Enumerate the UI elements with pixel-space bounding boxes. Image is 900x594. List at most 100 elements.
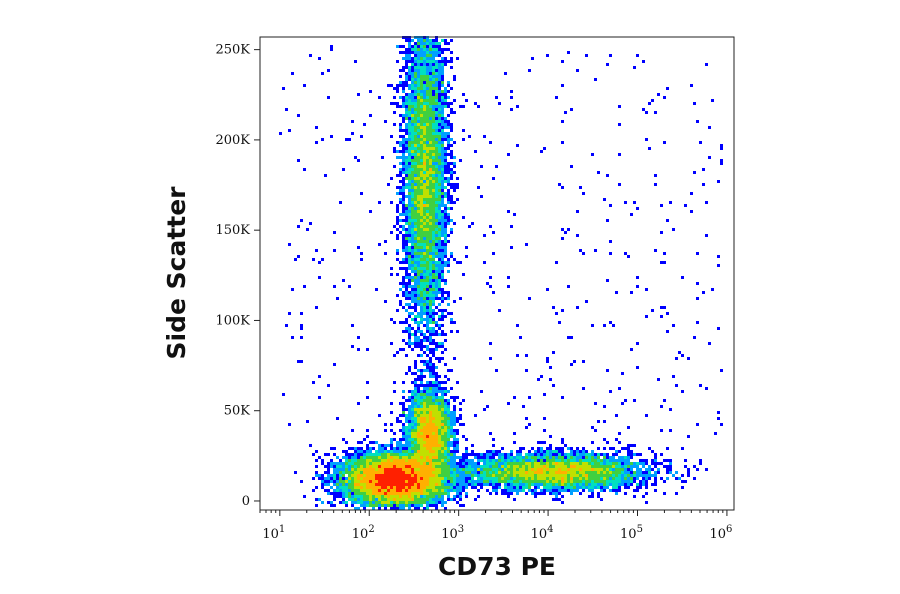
- event-dot: [432, 246, 435, 249]
- event-dot: [414, 474, 417, 477]
- event-dot: [330, 48, 333, 51]
- event-dot: [480, 465, 483, 468]
- event-dot: [420, 306, 423, 309]
- event-dot: [435, 426, 438, 429]
- event-dot: [444, 228, 447, 231]
- event-dot: [447, 483, 450, 486]
- event-dot: [570, 459, 573, 462]
- event-dot: [408, 204, 411, 207]
- event-dot: [324, 471, 327, 474]
- event-dot: [546, 471, 549, 474]
- event-dot: [348, 471, 351, 474]
- event-dot: [414, 201, 417, 204]
- event-dot: [444, 501, 447, 504]
- event-dot: [549, 468, 552, 471]
- event-dot: [369, 474, 372, 477]
- event-dot: [402, 183, 405, 186]
- event-dot: [399, 174, 402, 177]
- event-dot: [486, 405, 489, 408]
- event-dot: [606, 459, 609, 462]
- event-dot: [399, 300, 402, 303]
- event-dot: [666, 447, 669, 450]
- event-dot: [429, 48, 432, 51]
- event-dot: [633, 474, 636, 477]
- event-dot: [321, 477, 324, 480]
- event-dot: [423, 390, 426, 393]
- event-dot: [417, 93, 420, 96]
- event-dot: [399, 486, 402, 489]
- event-dot: [432, 129, 435, 132]
- event-dot: [513, 486, 516, 489]
- event-dot: [636, 366, 639, 369]
- event-dot: [450, 489, 453, 492]
- event-dot: [567, 51, 570, 54]
- event-dot: [603, 480, 606, 483]
- event-dot: [417, 150, 420, 153]
- event-dot: [426, 429, 429, 432]
- event-dot: [420, 264, 423, 267]
- event-dot: [672, 474, 675, 477]
- event-dot: [396, 105, 399, 108]
- event-dot: [549, 444, 552, 447]
- event-dot: [354, 507, 357, 510]
- event-dot: [429, 420, 432, 423]
- event-dot: [498, 462, 501, 465]
- event-dot: [651, 459, 654, 462]
- event-dot: [675, 492, 678, 495]
- event-dot: [411, 504, 414, 507]
- event-dot: [585, 471, 588, 474]
- event-dot: [432, 330, 435, 333]
- event-dot: [549, 477, 552, 480]
- event-dot: [303, 168, 306, 171]
- event-dot: [408, 282, 411, 285]
- event-dot: [438, 492, 441, 495]
- event-dot: [432, 96, 435, 99]
- event-dot: [519, 462, 522, 465]
- event-dot: [348, 480, 351, 483]
- event-dot: [411, 246, 414, 249]
- event-dot: [432, 195, 435, 198]
- event-dot: [432, 60, 435, 63]
- event-dot: [453, 300, 456, 303]
- event-dot: [438, 42, 441, 45]
- event-dot: [456, 429, 459, 432]
- event-dot: [357, 93, 360, 96]
- event-dot: [693, 465, 696, 468]
- event-dot: [387, 471, 390, 474]
- event-dot: [558, 489, 561, 492]
- event-dot: [465, 459, 468, 462]
- event-dot: [423, 216, 426, 219]
- event-dot: [402, 147, 405, 150]
- event-dot: [510, 480, 513, 483]
- event-dot: [411, 213, 414, 216]
- event-dot: [438, 441, 441, 444]
- event-dot: [417, 216, 420, 219]
- event-dot: [573, 453, 576, 456]
- event-dot: [357, 507, 360, 510]
- event-dot: [396, 174, 399, 177]
- event-dot: [660, 306, 663, 309]
- event-dot: [447, 459, 450, 462]
- event-dot: [621, 459, 624, 462]
- event-dot: [417, 387, 420, 390]
- event-dot: [474, 414, 477, 417]
- event-dot: [507, 492, 510, 495]
- event-dot: [423, 180, 426, 183]
- event-dot: [417, 420, 420, 423]
- event-dot: [615, 468, 618, 471]
- event-dot: [381, 447, 384, 450]
- event-dot: [447, 135, 450, 138]
- event-dot: [504, 468, 507, 471]
- event-dot: [582, 456, 585, 459]
- event-dot: [411, 432, 414, 435]
- event-dot: [483, 261, 486, 264]
- event-dot: [516, 483, 519, 486]
- event-dot: [333, 495, 336, 498]
- event-dot: [408, 477, 411, 480]
- event-dot: [393, 465, 396, 468]
- event-dot: [354, 498, 357, 501]
- event-dot: [429, 243, 432, 246]
- event-dot: [363, 438, 366, 441]
- event-dot: [408, 138, 411, 141]
- event-dot: [435, 312, 438, 315]
